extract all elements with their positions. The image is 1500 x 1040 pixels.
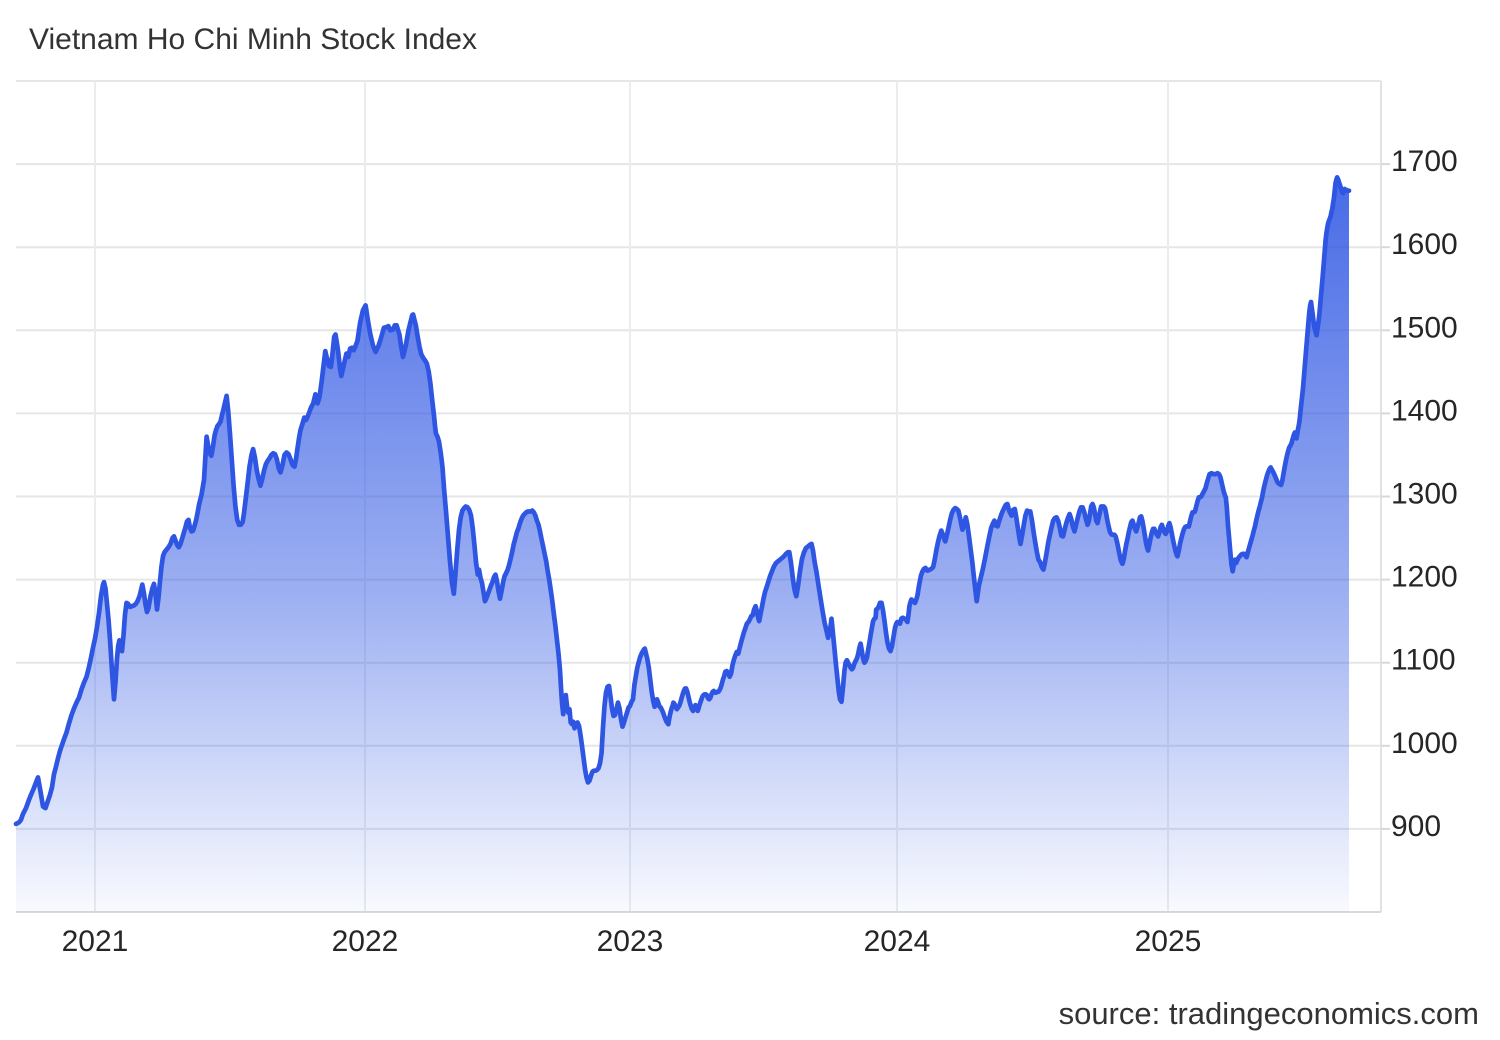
svg-text:1200: 1200 xyxy=(1391,561,1458,594)
svg-text:2022: 2022 xyxy=(332,925,399,958)
svg-text:2021: 2021 xyxy=(62,925,129,958)
svg-text:Vietnam Ho Chi Minh Stock Inde: Vietnam Ho Chi Minh Stock Index xyxy=(29,23,477,56)
svg-text:1700: 1700 xyxy=(1391,145,1458,178)
svg-text:1100: 1100 xyxy=(1391,644,1456,677)
svg-text:1500: 1500 xyxy=(1391,311,1458,344)
svg-text:2025: 2025 xyxy=(1135,925,1202,958)
svg-text:2023: 2023 xyxy=(597,925,664,958)
svg-text:source: tradingeconomics.com: source: tradingeconomics.com xyxy=(1059,996,1479,1031)
svg-text:1400: 1400 xyxy=(1391,394,1458,427)
svg-text:1000: 1000 xyxy=(1391,727,1458,760)
svg-text:2024: 2024 xyxy=(864,925,931,958)
svg-text:1600: 1600 xyxy=(1391,228,1458,261)
svg-text:900: 900 xyxy=(1391,810,1441,843)
svg-text:1300: 1300 xyxy=(1391,478,1458,511)
